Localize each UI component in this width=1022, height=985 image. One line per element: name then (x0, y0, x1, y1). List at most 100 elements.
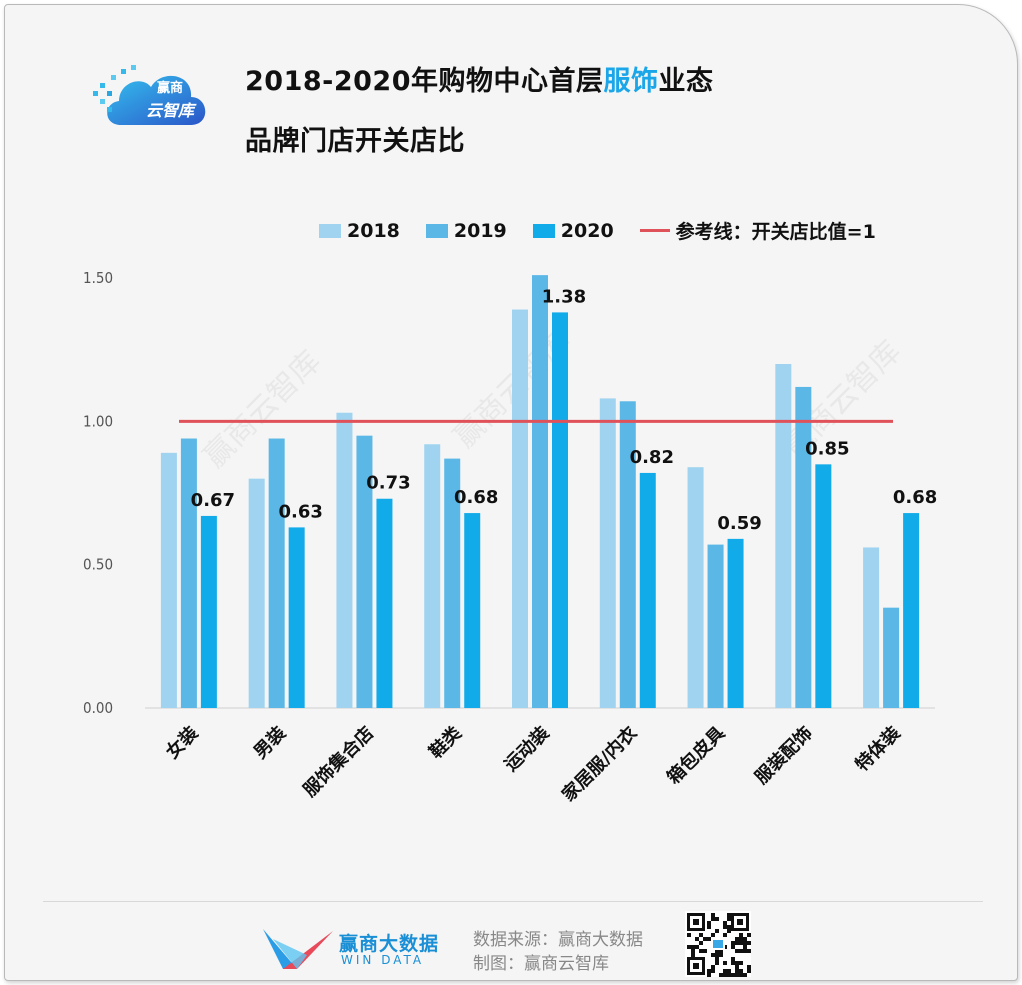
qr-code-icon (685, 911, 751, 977)
qr-module (687, 945, 691, 949)
qr-module (743, 941, 747, 945)
bar-2019-2 (356, 435, 373, 708)
data-label-2020: 1.38 (542, 286, 586, 307)
qr-module (707, 925, 711, 929)
qr-module (739, 961, 743, 965)
qr-module (739, 933, 743, 937)
brand-en: WIN DATA (341, 953, 425, 967)
bar-2018-4 (512, 309, 528, 708)
qr-module (737, 919, 743, 925)
category-label: 鞋类 (425, 721, 467, 763)
legend-label-reference: 参考线：开关店比值=1 (675, 221, 876, 243)
title-part2: 业态 (658, 66, 714, 97)
qr-module (695, 945, 699, 949)
qr-module (699, 949, 703, 953)
qr-module (711, 965, 715, 969)
legend-label-2020: 2020 (560, 219, 614, 242)
logo-cloud-icon (93, 65, 206, 125)
qr-module (723, 969, 727, 973)
logo-text-line1: 赢商 (156, 81, 183, 96)
qr-module (747, 933, 751, 937)
qr-module (739, 937, 743, 941)
qr-module (747, 949, 751, 953)
qr-module (715, 917, 719, 921)
legend-label-2019: 2019 (453, 219, 507, 242)
data-source: 数据来源：赢商大数据 (473, 930, 643, 950)
qr-module (711, 913, 715, 917)
y-tick-label: 0.00 (83, 699, 113, 717)
legend-label-2018: 2018 (347, 219, 400, 242)
bar-2018-1 (248, 478, 265, 708)
y-tick-label: 1.50 (83, 269, 113, 287)
chart-legend: 2018 2019 2020 参考线：开关店比值=1 (319, 217, 902, 244)
qr-module (687, 933, 691, 937)
chart-title-line1: 2018-2020年购物中心首层服饰业态 (245, 59, 714, 98)
logo: 赢商 云智库 (91, 63, 213, 133)
qr-module (743, 949, 747, 953)
qr-module (739, 941, 743, 945)
qr-module (727, 917, 731, 921)
bar-2020-4 (552, 312, 568, 708)
qr-module (747, 941, 751, 945)
qr-module (707, 937, 711, 941)
qr-module (723, 921, 727, 925)
qr-module (715, 957, 719, 961)
qr-module (735, 949, 739, 953)
qr-module (727, 969, 731, 973)
qr-module (707, 969, 711, 973)
qr-module (739, 973, 743, 977)
legend-item-2019: 2019 (425, 219, 507, 242)
qr-module (695, 937, 699, 941)
qr-module (735, 969, 739, 973)
qr-module (739, 949, 743, 953)
logo-text-line2: 云智库 (145, 101, 194, 120)
qr-module (711, 969, 715, 973)
qr-module (691, 953, 695, 957)
y-tick-label: 0.50 (83, 556, 113, 574)
legend-item-2018: 2018 (319, 220, 400, 242)
bar-2018-8 (863, 547, 880, 708)
data-label-2020: 0.82 (630, 447, 674, 468)
qr-module (727, 929, 731, 933)
data-label-2020: 0.67 (191, 490, 235, 511)
category-label: 服装配饰 (750, 722, 816, 788)
bar-2019-6 (707, 544, 724, 708)
data-label-2020: 0.68 (893, 487, 937, 508)
bar-2018-5 (599, 398, 616, 708)
qr-module (723, 973, 727, 977)
qr-module (735, 965, 739, 969)
qr-module (747, 969, 751, 973)
bar-2020-6 (727, 538, 744, 708)
qr-module (731, 973, 735, 977)
qr-module (715, 961, 719, 965)
qr-module (713, 940, 723, 948)
bar-2020-1 (288, 527, 305, 708)
qr-module (699, 941, 703, 945)
chart-title-line2: 品牌门店开关店比 (245, 126, 465, 157)
data-label-2020: 0.59 (717, 513, 761, 534)
qr-module (715, 953, 719, 957)
data-label-2020: 0.73 (366, 473, 410, 494)
bar-2019-7 (795, 386, 812, 708)
qr-module (699, 933, 703, 937)
qr-module (711, 917, 715, 921)
legend-swatch-2018 (319, 223, 341, 238)
qr-module (731, 941, 735, 945)
footer-divider (43, 901, 983, 902)
qr-module (727, 913, 731, 917)
qr-module (711, 953, 715, 957)
qr-module (707, 973, 711, 977)
qr-module (735, 961, 739, 965)
bar-2020-0 (200, 515, 217, 708)
category-label: 运动装 (500, 722, 554, 776)
brand-name: 赢商大数据 (339, 933, 440, 955)
qr-module (719, 953, 723, 957)
category-label: 服饰集合店 (299, 722, 378, 801)
qr-module (719, 949, 723, 953)
bar-2018-6 (687, 467, 704, 708)
legend-item-2020: 2020 (532, 219, 614, 242)
qr-module (739, 969, 743, 973)
qr-module (731, 945, 735, 949)
bar-2019-3 (444, 458, 461, 708)
qr-module (743, 945, 747, 949)
